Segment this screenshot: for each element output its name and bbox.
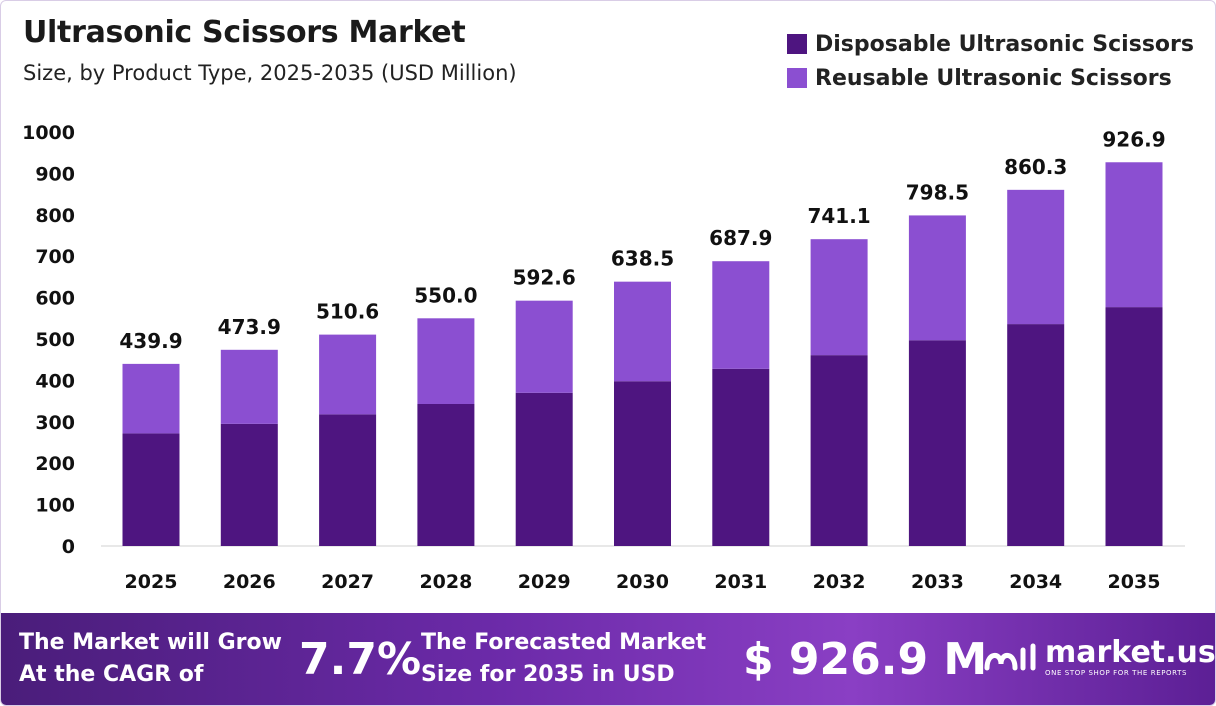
market-us-logo-icon [984, 643, 1036, 670]
x-tick-label: 2035 [1108, 571, 1161, 593]
bar-total-label: 687.9 [709, 226, 772, 250]
bar-total-label: 439.9 [119, 329, 182, 353]
bar-total-label: 550.0 [414, 283, 477, 307]
forecast-label-line2: Size for 2035 in USD [421, 662, 675, 687]
bar-reusable [1007, 189, 1065, 325]
x-tick-label: 2028 [419, 571, 472, 593]
bar-total-label: 638.5 [611, 247, 674, 271]
bar-reusable [319, 334, 377, 415]
x-tick-label: 2027 [321, 571, 374, 593]
brand-tagline: ONE STOP SHOP FOR THE REPORTS [1045, 669, 1188, 677]
bar-reusable [122, 363, 180, 434]
bar-disposable [1105, 307, 1163, 546]
bar-reusable [1105, 162, 1163, 308]
bar-disposable [712, 368, 770, 546]
y-tick-label: 900 [35, 163, 75, 185]
bar-chart: 0 100 200 300 400 500 600 700 800 900 1000 439.9 202… [22, 122, 1185, 593]
x-tick-label: 2030 [616, 571, 669, 593]
y-tick-label: 400 [35, 370, 75, 392]
y-tick-label: 500 [35, 329, 75, 351]
legend-item-reusable: Reusable Ultrasonic Scissors [787, 61, 1194, 95]
x-tick-label: 2032 [813, 571, 866, 593]
bar-total-label: 741.1 [807, 204, 870, 228]
y-tick-label: 300 [35, 412, 75, 434]
y-tick-label: 200 [35, 453, 75, 475]
forecast-label-line1: The Forecasted Market [421, 630, 707, 655]
bar-reusable [614, 281, 671, 382]
bar-reusable [810, 239, 868, 356]
y-tick-label: 100 [35, 495, 75, 517]
bar-reusable [908, 215, 966, 341]
x-tick-label: 2033 [911, 571, 964, 593]
bar-reusable [515, 300, 573, 393]
bar-disposable [417, 403, 475, 546]
brand-name: market.us [1045, 635, 1216, 670]
x-tick-label: 2034 [1009, 571, 1062, 593]
bar-total-label: 798.5 [906, 180, 969, 204]
legend-label-reusable: Reusable Ultrasonic Scissors [815, 65, 1172, 91]
legend-label-disposable: Disposable Ultrasonic Scissors [815, 31, 1194, 57]
legend: Disposable Ultrasonic Scissors Reusable … [787, 27, 1194, 95]
x-tick-label: 2031 [714, 571, 767, 593]
bar-total-label: 510.6 [316, 300, 379, 324]
bar-reusable [712, 261, 770, 369]
bar-disposable [319, 414, 377, 546]
x-tick-label: 2029 [518, 571, 571, 593]
bar-disposable [1007, 324, 1065, 546]
y-tick-label: 1000 [22, 122, 75, 144]
cagr-label-line2: At the CAGR of [19, 662, 204, 687]
bar-total-label: 926.9 [1102, 127, 1165, 151]
x-tick-label: 2025 [125, 571, 178, 593]
bar-disposable [908, 340, 966, 546]
legend-swatch-reusable [787, 68, 807, 88]
legend-swatch-disposable [787, 34, 807, 54]
y-tick-label: 600 [35, 288, 75, 310]
y-tick-label: 0 [62, 536, 75, 558]
footer-banner: The Market will Grow At the CAGR of 7.7%… [1, 613, 1216, 705]
y-tick-label: 800 [35, 205, 75, 227]
y-tick-label: 700 [35, 246, 75, 268]
bar-total-label: 592.6 [513, 266, 576, 290]
bar-reusable [220, 349, 278, 424]
bar-disposable [220, 423, 278, 546]
bar-total-label: 473.9 [218, 315, 281, 339]
chart-title: Ultrasonic Scissors Market [23, 15, 466, 50]
bar-reusable [417, 318, 475, 404]
bar-disposable [515, 392, 573, 546]
cagr-label-line1: The Market will Grow [19, 630, 282, 655]
chart-subtitle: Size, by Product Type, 2025-2035 (USD Mi… [23, 61, 517, 85]
x-tick-label: 2026 [223, 571, 276, 593]
brand-logo: market.us ONE STOP SHOP FOR THE REPORTS [983, 635, 1216, 678]
bar-total-label: 860.3 [1004, 155, 1067, 179]
bar-disposable [122, 433, 180, 546]
cagr-value: 7.7% [299, 634, 422, 685]
forecast-value: $ 926.9 M [743, 634, 988, 685]
legend-item-disposable: Disposable Ultrasonic Scissors [787, 27, 1194, 61]
bar-disposable [810, 355, 868, 546]
bar-disposable [614, 381, 671, 546]
